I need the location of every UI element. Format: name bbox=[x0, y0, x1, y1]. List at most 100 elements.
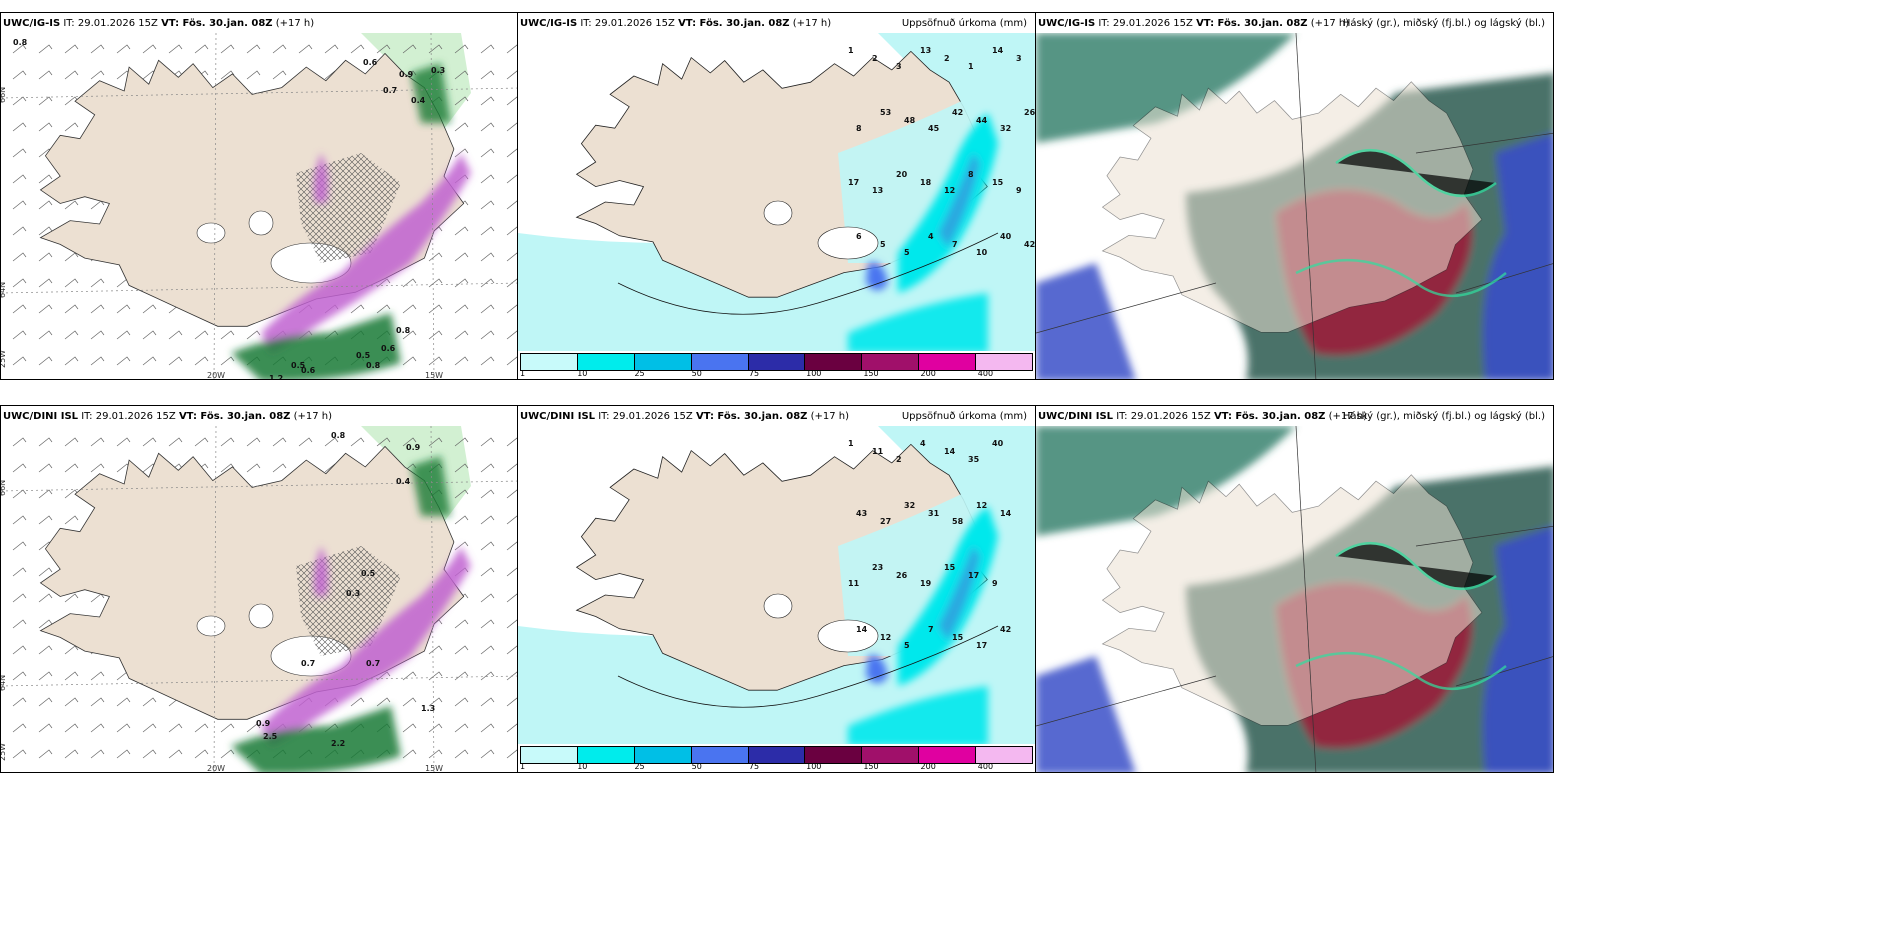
wind-barb bbox=[480, 174, 495, 184]
wind-barb bbox=[246, 44, 261, 54]
cloud-contour bbox=[1295, 651, 1507, 691]
panel-title: Háský (gr.), miðský (fj.bl.) og lágský (… bbox=[1342, 411, 1545, 422]
wind-barb bbox=[12, 749, 27, 759]
wind-barb bbox=[480, 619, 495, 629]
wind-barb bbox=[480, 723, 495, 733]
glacier bbox=[248, 210, 274, 236]
wind-barb bbox=[90, 330, 105, 340]
wind-barb bbox=[454, 437, 469, 447]
snowfall-value: 0.3 bbox=[431, 66, 445, 75]
wind-barb bbox=[90, 723, 105, 733]
precip-heavy bbox=[866, 655, 888, 684]
wind-barb bbox=[402, 749, 417, 759]
colorbar-swatch bbox=[919, 354, 977, 370]
wind-barb bbox=[38, 70, 53, 80]
init-time: IT: 29.01.2026 15Z bbox=[1098, 18, 1193, 29]
snow-band bbox=[261, 546, 471, 746]
wind-barb bbox=[90, 278, 105, 288]
wind-barb bbox=[480, 122, 495, 132]
map-panel-precip-bottom: UWC/DINI ISL IT: 29.01.2026 15Z VT: Fös.… bbox=[517, 405, 1036, 773]
cloud-contour bbox=[1295, 258, 1507, 298]
wind-barb bbox=[116, 749, 131, 759]
model-name: UWC/DINI ISL bbox=[1038, 411, 1114, 422]
wind-barb bbox=[12, 463, 27, 473]
precip-value: 12 bbox=[880, 633, 891, 642]
colorbar-tick-label: 10 bbox=[577, 369, 588, 378]
wind-barb bbox=[298, 44, 313, 54]
precip-value: 17 bbox=[968, 571, 979, 580]
precip-value: 2 bbox=[896, 455, 902, 464]
wind-barb bbox=[506, 437, 517, 447]
wind-barb bbox=[506, 252, 517, 262]
wind-barb bbox=[480, 200, 495, 210]
wind-barb bbox=[506, 489, 517, 499]
precip-value: 3 bbox=[896, 62, 902, 71]
cloud-map bbox=[1036, 426, 1553, 772]
colorbar-tick-label: 75 bbox=[748, 762, 760, 771]
panel-header: UWC/IG-IS IT: 29.01.2026 15Z VT: Fös. 30… bbox=[518, 13, 1035, 33]
colorbar-swatch bbox=[521, 747, 578, 763]
wind-barb bbox=[324, 44, 339, 54]
wind-barb bbox=[220, 463, 235, 473]
colorbar-swatch bbox=[577, 354, 635, 370]
panel-title: Háský (gr.), miðský (fj.bl.) og lágský (… bbox=[1342, 18, 1545, 29]
map-panel-snowfall-bottom: UWC/DINI ISL IT: 29.01.2026 15Z VT: Fös.… bbox=[0, 405, 518, 773]
lat-label: 66N bbox=[1, 87, 7, 103]
graticule-line bbox=[1036, 282, 1217, 334]
meridian-15w bbox=[430, 33, 435, 379]
panel-header: UWC/DINI ISL IT: 29.01.2026 15Z VT: Fös.… bbox=[518, 406, 1035, 426]
wind-barb bbox=[402, 437, 417, 447]
precip-value: 10 bbox=[976, 248, 988, 257]
precip-band bbox=[231, 63, 471, 379]
wind-barb bbox=[142, 723, 157, 733]
wind-barb bbox=[454, 356, 469, 366]
wind-barb bbox=[220, 437, 235, 447]
meridian-15w bbox=[430, 426, 435, 772]
wind-barb bbox=[90, 463, 105, 473]
precip-value: 40 bbox=[992, 439, 1004, 448]
wind-barb bbox=[480, 463, 495, 473]
wind-barb bbox=[142, 697, 157, 707]
colorbar-swatch bbox=[634, 747, 692, 763]
precip-value: 1 bbox=[848, 439, 854, 448]
lead-time: (+17 h) bbox=[275, 18, 315, 29]
wind-barb bbox=[220, 44, 235, 54]
lon-label: 25W bbox=[1, 350, 7, 368]
meridian-20w bbox=[213, 426, 217, 772]
graticule bbox=[1, 426, 517, 772]
wind-barb bbox=[12, 697, 27, 707]
parallel-64n bbox=[1, 282, 517, 294]
wind-barb bbox=[376, 697, 391, 707]
map-panel-clouds-top: UWC/IG-IS IT: 29.01.2026 15Z VT: Fös. 30… bbox=[1035, 12, 1554, 380]
wind-barb bbox=[402, 278, 417, 288]
colorbar-tick-label: 25 bbox=[634, 369, 645, 378]
map-panel-precip-top: UWC/IG-IS IT: 29.01.2026 15Z VT: Fös. 30… bbox=[517, 12, 1036, 380]
precip-heavy bbox=[866, 262, 888, 291]
wind-barb bbox=[116, 723, 131, 733]
wind-barb bbox=[350, 437, 365, 447]
wind-barb bbox=[506, 593, 517, 603]
snowfall-value: 0.5 bbox=[361, 569, 376, 578]
snowfall-value: 0.9 bbox=[406, 443, 421, 452]
wind-barb bbox=[90, 437, 105, 447]
precip-moderate bbox=[848, 686, 988, 746]
wind-barb bbox=[480, 304, 495, 314]
lead-time: (+17 h) bbox=[293, 411, 333, 422]
colorbar-swatches bbox=[520, 746, 1033, 764]
wind-barb bbox=[116, 44, 131, 54]
precip-heavy bbox=[938, 153, 980, 248]
wind-barb bbox=[64, 749, 79, 759]
colorbar-tick-label: 200 bbox=[920, 369, 936, 378]
colorbar-swatch bbox=[691, 354, 749, 370]
colorbar-swatches bbox=[520, 353, 1033, 371]
precip-value: 7 bbox=[928, 625, 934, 634]
wind-barb bbox=[480, 671, 495, 681]
wind-barb bbox=[64, 671, 79, 681]
precip-band bbox=[848, 113, 998, 353]
graticule-line bbox=[1455, 263, 1553, 294]
precip-value: 20 bbox=[896, 170, 908, 179]
precip-value: 1 bbox=[848, 46, 854, 55]
wind-barb bbox=[480, 645, 495, 655]
precip-value: 15 bbox=[992, 178, 1004, 187]
meridian-20w bbox=[213, 33, 217, 379]
